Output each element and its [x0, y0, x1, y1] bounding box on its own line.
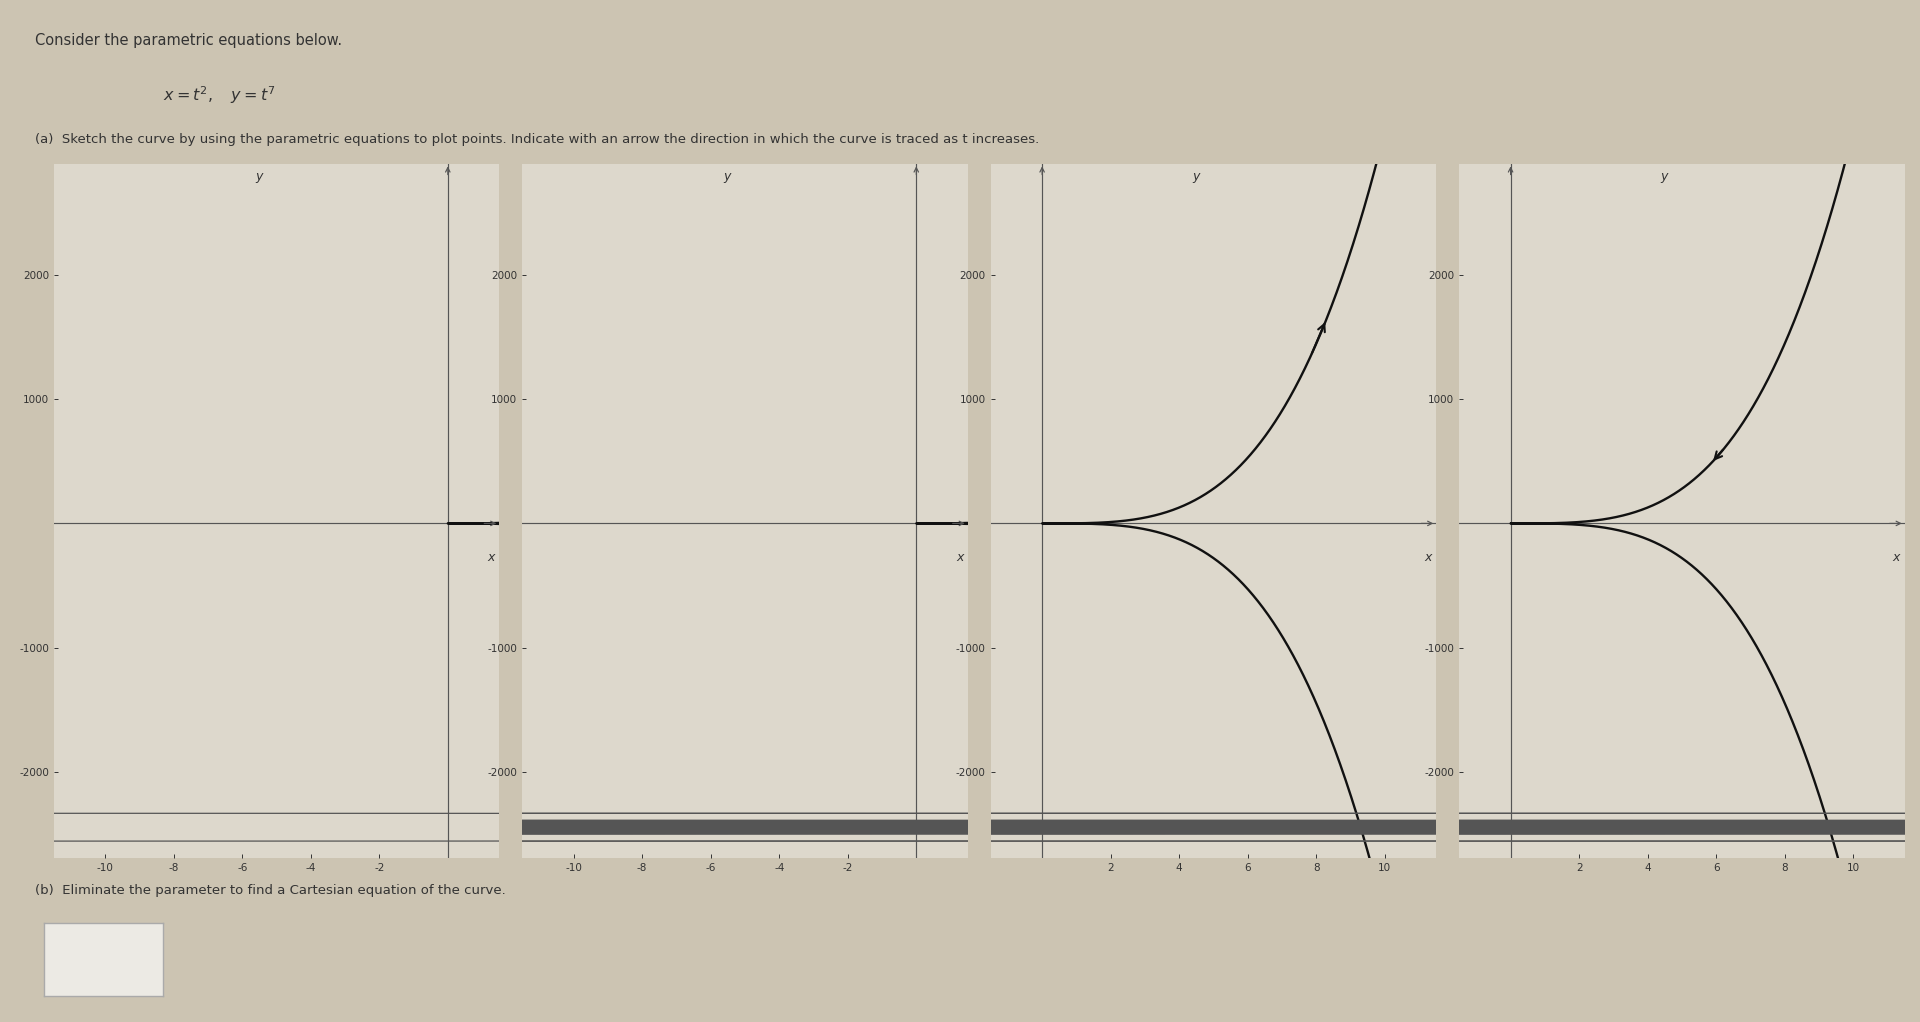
- Circle shape: [0, 820, 1920, 835]
- Text: x: x: [1425, 551, 1432, 564]
- Text: x: x: [1893, 551, 1901, 564]
- Text: (a)  Sketch the curve by using the parametric equations to plot points. Indicate: (a) Sketch the curve by using the parame…: [35, 133, 1039, 146]
- Text: y: y: [1192, 171, 1200, 184]
- Circle shape: [0, 820, 1920, 835]
- Text: x: x: [488, 551, 495, 564]
- Text: Consider the parametric equations below.: Consider the parametric equations below.: [35, 33, 342, 48]
- Text: y: y: [1661, 171, 1668, 184]
- Text: (b)  Eliminate the parameter to find a Cartesian equation of the curve.: (b) Eliminate the parameter to find a Ca…: [35, 884, 505, 897]
- Text: y: y: [724, 171, 732, 184]
- Text: x: x: [956, 551, 964, 564]
- Text: $x = t^2,$   $y = t^7$: $x = t^2,$ $y = t^7$: [163, 84, 276, 105]
- Circle shape: [0, 820, 1920, 835]
- Text: y: y: [255, 171, 263, 184]
